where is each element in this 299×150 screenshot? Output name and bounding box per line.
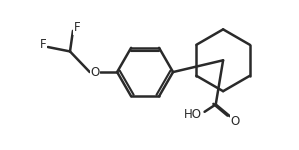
Text: F: F [40, 38, 47, 51]
Text: HO: HO [184, 108, 202, 121]
Text: F: F [74, 21, 81, 34]
Text: O: O [230, 115, 239, 128]
Text: O: O [90, 66, 100, 79]
